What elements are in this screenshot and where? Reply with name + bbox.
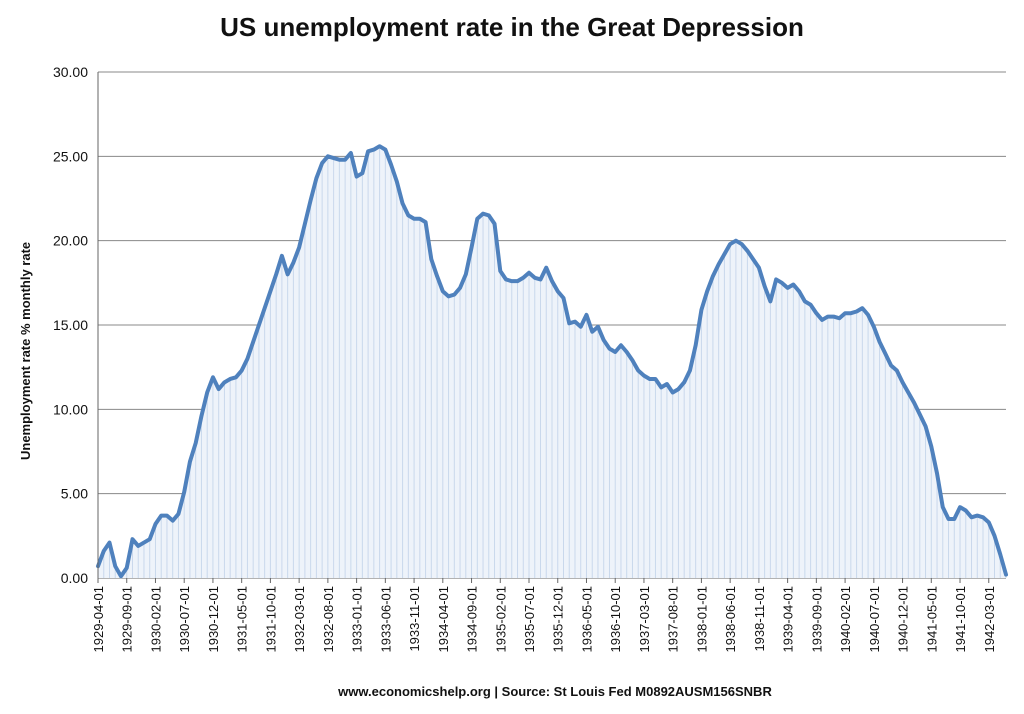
x-tick-label: 1939-04-01 [781,586,796,653]
y-tick-label: 30.00 [53,64,88,80]
x-tick-label: 1932-03-01 [292,586,307,653]
y-tick-label: 15.00 [53,317,88,333]
y-axis-label: Unemployment rate % monthly rate [18,241,33,460]
y-tick-label: 5.00 [61,486,88,502]
x-tick-label: 1931-10-01 [263,586,278,653]
y-tick-label: 10.00 [53,401,88,417]
x-tick-label: 1941-05-01 [924,586,939,653]
x-tick-label: 1942-03-01 [982,586,997,653]
x-tick-label: 1938-06-01 [723,586,738,653]
x-tick-label: 1930-12-01 [206,586,221,653]
x-tick-label: 1938-11-01 [752,586,767,652]
x-tick-label: 1938-01-01 [694,586,709,653]
series-line [96,144,1008,579]
x-tick-label: 1935-12-01 [551,586,566,653]
x-tick-label: 1935-02-01 [493,586,508,653]
x-tick-label: 1940-12-01 [896,586,911,653]
x-tick-label: 1935-07-01 [522,586,537,653]
x-tick-label: 1941-10-01 [953,586,968,653]
x-tick-label: 1929-09-01 [120,586,135,653]
x-tick-label: 1933-11-01 [407,586,422,652]
x-tick-label: 1936-05-01 [579,586,594,653]
chart-title: US unemployment rate in the Great Depres… [220,12,804,42]
y-tick-label: 0.00 [61,570,88,586]
x-tick-label: 1931-05-01 [235,586,250,653]
x-tick-label: 1929-04-01 [91,586,106,653]
x-tick-label: 1930-02-01 [148,586,163,653]
x-tick-label: 1933-06-01 [378,586,393,653]
x-tick-label: 1934-09-01 [465,586,480,653]
x-tick-label: 1940-02-01 [838,586,853,653]
source-note: www.economicshelp.org | Source: St Louis… [338,684,772,699]
y-tick-label: 25.00 [53,148,88,164]
x-tick-label: 1939-09-01 [809,586,824,653]
y-tick-label: 20.00 [53,233,88,249]
x-tick-label: 1937-08-01 [666,586,681,653]
x-tick-label: 1937-03-01 [637,586,652,653]
x-tick-label: 1932-08-01 [321,586,336,653]
x-tick-label: 1936-10-01 [608,586,623,653]
x-tick-label: 1930-07-01 [177,586,192,653]
x-tick-label: 1933-01-01 [350,586,365,653]
x-tick-label: 1934-04-01 [436,586,451,653]
x-tick-label: 1940-07-01 [867,586,882,653]
